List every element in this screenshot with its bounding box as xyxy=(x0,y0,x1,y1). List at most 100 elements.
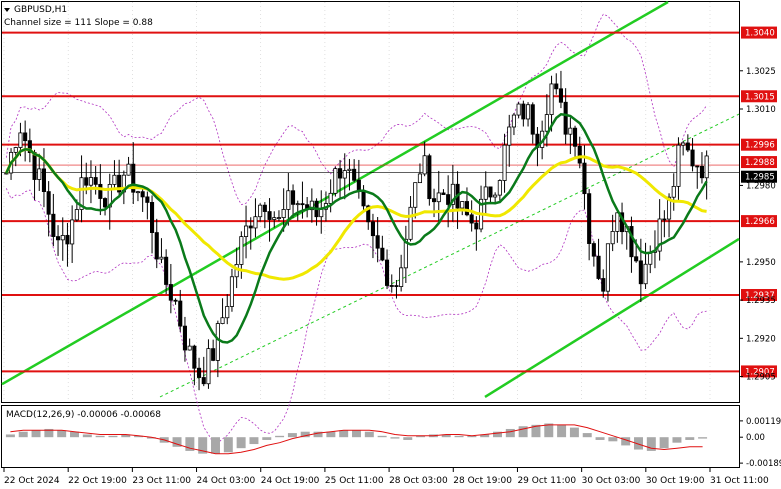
candle-body xyxy=(577,145,582,164)
level-price-tag xyxy=(741,288,777,301)
candle-body xyxy=(173,299,178,302)
macd-histogram-bar xyxy=(659,437,669,449)
candle-body xyxy=(436,192,441,203)
candle-body xyxy=(333,168,338,194)
candle-body xyxy=(474,222,479,230)
candle-body xyxy=(112,174,117,185)
macd-histogram-bar xyxy=(416,435,426,438)
level-price-tag xyxy=(741,138,777,151)
candle-body xyxy=(493,194,498,198)
macd-histogram-bar xyxy=(582,433,592,438)
candle-body xyxy=(220,317,225,324)
candle-body xyxy=(385,259,390,286)
candle-body xyxy=(239,236,244,265)
candle-body xyxy=(568,127,573,135)
candle-body xyxy=(18,132,23,148)
macd-histogram-bar xyxy=(249,437,259,445)
macd-histogram-bar xyxy=(518,426,528,438)
macd-axis-tick-label: 0.00 xyxy=(746,433,765,443)
candle-body xyxy=(432,198,437,203)
candle-body xyxy=(356,179,361,192)
candle-body xyxy=(32,152,37,180)
candle-body xyxy=(262,204,267,212)
candle-body xyxy=(460,201,465,209)
candle-body xyxy=(685,142,690,151)
macd-histogram-bar xyxy=(480,434,490,438)
candle-body xyxy=(596,255,601,279)
candle-body xyxy=(51,213,56,237)
price-axis-tick-label: 1.2935 xyxy=(746,296,776,306)
candle-body xyxy=(41,168,46,192)
candle-body xyxy=(164,256,169,285)
candle-body xyxy=(281,209,286,219)
candle-body xyxy=(370,221,375,237)
candle-body xyxy=(521,103,526,120)
chart-header: GBPUSD,H1 Channel size = 111 Slope = 0.8… xyxy=(4,5,153,28)
time-axis-tick-label: 28 Oct 03:00 xyxy=(389,476,448,486)
candle-body xyxy=(699,165,704,179)
current-price-label: 1.2985 xyxy=(745,173,775,183)
candle-body xyxy=(84,177,89,186)
channel-label: Channel size = 111 Slope = 0.88 xyxy=(4,18,153,28)
macd-histogram-bar xyxy=(18,431,28,438)
candle-body xyxy=(182,325,187,351)
price-axis: 1.3025 1.3010 1.2980 1.2950 1.2935 1.2920 1.29… xyxy=(739,67,776,383)
macd-histogram-bar xyxy=(390,437,400,439)
candle-body xyxy=(211,348,216,361)
current-price-tag xyxy=(741,156,777,169)
candle-body xyxy=(375,235,380,249)
candle-body xyxy=(159,256,164,260)
candle-body xyxy=(366,205,371,223)
macd-histogram-bar xyxy=(300,431,310,438)
macd-histogram-bar xyxy=(634,437,643,450)
support-resistance-levels: 1.3040 1.3015 1.2996 1.2966 1.2937 1.2907 1.29… xyxy=(2,26,777,378)
price-axis-tick-label: 1.2920 xyxy=(746,334,776,344)
macd-histogram-bar xyxy=(236,437,246,449)
candle-body xyxy=(225,306,230,319)
candle-body xyxy=(497,180,502,196)
slow-moving-average-line xyxy=(4,147,707,281)
macd-histogram-bar xyxy=(685,437,695,440)
macd-histogram-bar xyxy=(621,437,631,446)
fast-moving-average-line xyxy=(5,112,708,344)
macd-histogram-bar xyxy=(326,431,336,438)
candle-body xyxy=(667,196,672,220)
candle-body xyxy=(338,168,343,179)
level-price-label: 1.3040 xyxy=(745,29,775,39)
candle-body xyxy=(469,214,474,224)
candle-body xyxy=(88,177,93,186)
macd-label: MACD(12,26,9) -0.00006 -0.00068 xyxy=(6,410,161,420)
candle-body xyxy=(502,144,507,181)
macd-histogram-bar xyxy=(672,437,682,443)
macd-histogram-bar xyxy=(544,423,554,438)
candle-body xyxy=(441,192,446,195)
macd-histogram-bar xyxy=(121,434,131,438)
candle-body xyxy=(145,196,150,203)
macd-histogram-bar xyxy=(287,433,297,438)
macd-histogram-bar xyxy=(57,430,67,438)
macd-histogram-bar xyxy=(70,431,79,438)
main-panel-frame xyxy=(1,1,740,403)
moving-averages xyxy=(4,112,708,344)
macd-histogram-bar xyxy=(569,427,579,438)
candle-body xyxy=(629,226,634,258)
candle-body xyxy=(671,185,676,198)
level-price-label: 1.2937 xyxy=(745,291,775,301)
level-price-label: 1.2907 xyxy=(745,367,775,377)
candle-body xyxy=(601,278,606,292)
symbol-label: GBPUSD,H1 xyxy=(14,5,67,15)
candle-body xyxy=(511,114,516,128)
candle-body xyxy=(70,219,75,245)
macd-histogram-bar xyxy=(44,428,54,438)
time-axis-tick-label: 23 Oct 11:00 xyxy=(132,476,191,486)
candle-body xyxy=(352,168,357,181)
macd-histogram-bar xyxy=(493,431,502,438)
candle-body xyxy=(695,165,700,168)
candle-body xyxy=(131,163,136,193)
candle-body xyxy=(272,217,277,220)
candle-body xyxy=(610,231,615,245)
candle-body xyxy=(267,211,272,220)
candle-body xyxy=(704,155,709,179)
candle-body xyxy=(389,285,394,287)
